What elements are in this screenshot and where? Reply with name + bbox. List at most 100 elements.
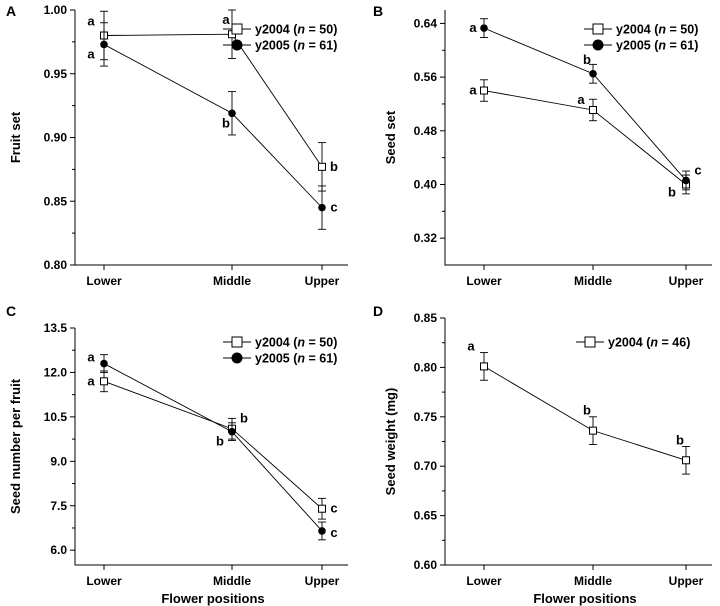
y-tick-label: 0.80	[44, 258, 68, 272]
legend-label: y2004 (n = 50)	[616, 23, 698, 37]
y-tick-label: 10.5	[44, 410, 68, 424]
x-tick-label: Lower	[86, 574, 122, 588]
y-axis-label: Seed number per fruit	[8, 378, 23, 514]
y-tick-label: 13.5	[44, 321, 68, 335]
y-tick-label: 1.00	[44, 3, 68, 17]
significance-letter: b	[216, 434, 224, 449]
significance-letter: c	[330, 525, 337, 540]
y-tick-label: 6.0	[50, 543, 67, 557]
legend-marker	[231, 352, 243, 364]
significance-letter: b	[668, 184, 676, 199]
y-axis-label: Fruit set	[8, 111, 23, 163]
legend: y2004 (n = 50) y2005 (n = 61)	[584, 23, 698, 53]
y-tick-label: 7.5	[50, 499, 67, 513]
legend-marker	[231, 39, 243, 51]
x-tick-label: Upper	[669, 274, 704, 288]
series-line	[103, 33, 323, 168]
series-y2005: a b c	[87, 350, 338, 541]
x-tick-label: Lower	[466, 274, 502, 288]
x-tick-label: Middle	[574, 574, 612, 588]
data-point	[100, 377, 108, 386]
y-tick-label: 9.0	[50, 454, 67, 468]
y-tick-label: 0.95	[44, 67, 68, 81]
y-tick-label: 0.48	[414, 124, 438, 138]
legend-marker	[592, 39, 604, 51]
y-axis-label: Seed set	[383, 110, 398, 164]
data-point	[589, 426, 597, 435]
x-tick-label: Lower	[86, 274, 122, 288]
panel-letter: C	[6, 303, 16, 319]
data-point	[318, 162, 326, 171]
data-point	[589, 105, 597, 114]
data-point	[100, 359, 108, 368]
x-tick-label: Upper	[305, 574, 340, 588]
series-line	[483, 90, 687, 185]
series-y2004: a a b	[87, 9, 338, 192]
legend: y2004 (n = 50) y2005 (n = 61)	[223, 23, 337, 53]
legend-label: y2005 (n = 61)	[616, 39, 698, 53]
significance-letter: a	[467, 338, 475, 353]
significance-letter: a	[87, 350, 95, 365]
series-y2005: a b c	[469, 18, 702, 191]
x-tick-label: Lower	[466, 574, 502, 588]
data-point	[228, 427, 236, 436]
significance-letter: b	[583, 52, 591, 67]
x-axis-label: Flower positions	[161, 591, 264, 606]
significance-letter: b	[676, 432, 684, 447]
legend-marker	[231, 336, 243, 348]
legend-label: y2004 (n = 46)	[608, 336, 690, 350]
chart-panel-a: A 0.80 0.85 0.90 0.95 1.00 Lower Middle Upper Fru…	[6, 3, 348, 288]
series-y2004: a b b	[467, 338, 690, 475]
significance-letter: b	[583, 403, 591, 418]
significance-letter: b	[240, 411, 248, 426]
panel-letter: B	[373, 3, 383, 19]
chart-panel-c: C 6.0 7.5 9.0 10.5 12.0 13.5 Lower Middle Upper Se…	[6, 303, 348, 606]
legend-marker	[592, 23, 604, 35]
y-tick-label: 0.60	[414, 558, 438, 572]
y-tick-label: 0.70	[414, 459, 438, 473]
significance-letter: b	[222, 115, 230, 130]
legend: y2004 (n = 50) y2005 (n = 61)	[223, 336, 337, 366]
significance-letter: a	[469, 83, 477, 98]
significance-letter: c	[330, 200, 337, 215]
data-point	[318, 527, 326, 535]
data-point	[682, 176, 690, 185]
panel-letter: A	[6, 3, 16, 19]
significance-letter: a	[87, 46, 95, 61]
data-point	[480, 362, 488, 371]
y-tick-label: 0.32	[414, 231, 438, 245]
significance-letter: b	[330, 159, 338, 174]
significance-letter: c	[330, 501, 337, 516]
series-line	[103, 363, 323, 532]
data-point	[100, 40, 108, 49]
y-axis-label: Seed weight (mg)	[383, 388, 398, 496]
legend-marker	[584, 336, 596, 348]
legend-label: y2004 (n = 50)	[255, 23, 337, 37]
data-point	[318, 203, 326, 212]
series-y2004: a a b	[469, 79, 690, 199]
significance-letter: a	[87, 14, 95, 29]
panel-letter: D	[373, 303, 383, 319]
data-point	[480, 24, 488, 32]
significance-letter: a	[577, 92, 585, 107]
y-tick-label: 0.85	[414, 311, 438, 325]
significance-letter: c	[694, 162, 701, 177]
data-point	[589, 69, 597, 78]
significance-letter: a	[87, 373, 95, 388]
legend-label: y2005 (n = 61)	[255, 39, 337, 53]
x-axis-label: Flower positions	[533, 591, 636, 606]
data-point	[228, 109, 236, 118]
data-point	[318, 504, 326, 513]
significance-letter: a	[222, 12, 230, 27]
x-tick-label: Middle	[574, 274, 612, 288]
significance-letter: a	[469, 20, 477, 35]
y-tick-label: 0.80	[414, 360, 438, 374]
y-tick-label: 0.90	[44, 131, 68, 145]
legend-label: y2004 (n = 50)	[255, 336, 337, 350]
series-y2005: a b c	[87, 22, 338, 230]
chart-panel-b: B 0.32 0.40 0.48 0.56 0.64 Lower Middle Upper See…	[373, 3, 712, 288]
series-line	[103, 380, 323, 510]
y-tick-label: 0.40	[414, 177, 438, 191]
series-line	[103, 44, 323, 208]
